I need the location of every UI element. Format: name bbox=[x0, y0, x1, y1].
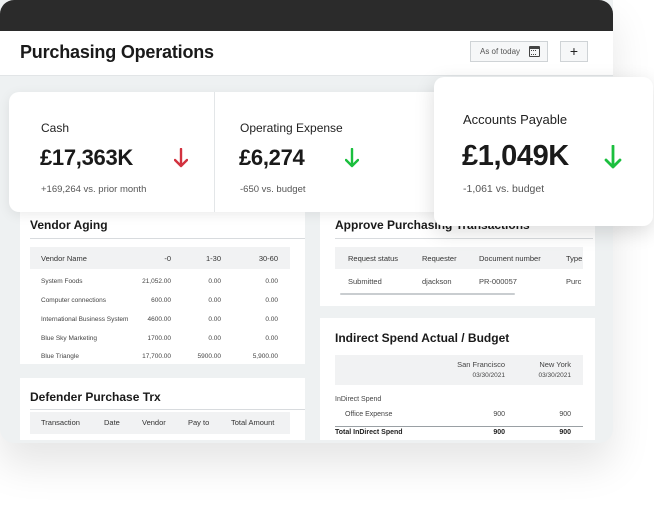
cell: 0.00 bbox=[208, 316, 221, 323]
column-header[interactable]: Pay to bbox=[188, 418, 210, 427]
column-header[interactable]: Type bbox=[566, 254, 583, 263]
column-header[interactable]: Total Amount bbox=[231, 418, 275, 427]
column-header[interactable]: Vendor bbox=[142, 418, 166, 427]
column-date: 03/30/2021 bbox=[472, 372, 505, 379]
kpi-accounts-payable-card[interactable] bbox=[434, 77, 653, 226]
cell: 21,052.00 bbox=[142, 278, 171, 285]
kpi-value: £1,049K bbox=[462, 140, 569, 172]
date-filter-button[interactable]: As of today bbox=[470, 41, 548, 62]
cell: 900 bbox=[493, 411, 505, 418]
document-number[interactable]: PR-000057 bbox=[479, 277, 517, 286]
vendor-aging-header bbox=[30, 247, 290, 269]
cell: 17,700.00 bbox=[142, 353, 171, 360]
vendor-name: Blue Triangle bbox=[41, 353, 79, 360]
arrow-down-icon bbox=[174, 148, 188, 168]
column-header[interactable]: Requester bbox=[422, 254, 457, 263]
cell: 4600.00 bbox=[147, 316, 172, 323]
indirect-spend-title: Indirect Spend Actual / Budget bbox=[335, 331, 510, 345]
kpi-value: £17,363K bbox=[40, 145, 134, 170]
cell: 5,900.00 bbox=[252, 353, 278, 360]
row-label: Office Expense bbox=[345, 411, 393, 418]
cell: 0.00 bbox=[265, 335, 278, 342]
kpi-label: Accounts Payable bbox=[463, 112, 568, 127]
requester: djackson bbox=[422, 277, 452, 286]
kpi-label: Operating Expense bbox=[240, 121, 343, 135]
cell: 1700.00 bbox=[147, 335, 172, 342]
cell: 5900.00 bbox=[197, 353, 222, 360]
vendor-aging-panel bbox=[20, 206, 305, 364]
vendor-name: International Business System bbox=[41, 316, 129, 323]
cell: 900 bbox=[559, 411, 571, 418]
cell: 0.00 bbox=[265, 278, 278, 285]
cell: 0.00 bbox=[208, 278, 221, 285]
page-title: Purchasing Operations bbox=[20, 42, 214, 62]
date-filter-label: As of today bbox=[480, 47, 521, 56]
cell: 0.00 bbox=[265, 297, 278, 304]
indirect-header bbox=[335, 355, 583, 385]
cell: 0.00 bbox=[265, 316, 278, 323]
divider bbox=[30, 409, 305, 410]
kpi-divider bbox=[214, 92, 215, 212]
kpi-sub: +169,264 vs. prior month bbox=[41, 184, 147, 195]
window-titlebar bbox=[0, 0, 613, 31]
kpi-sub: -650 vs. budget bbox=[240, 184, 306, 195]
vendor-aging-title: Vendor Aging bbox=[30, 218, 108, 232]
approve-header bbox=[335, 247, 583, 269]
horizontal-scrollbar[interactable] bbox=[340, 293, 515, 295]
divider bbox=[30, 238, 305, 239]
arrow-down-icon bbox=[604, 145, 622, 169]
group-label: InDirect Spend bbox=[335, 396, 382, 403]
kpi-strip bbox=[9, 92, 449, 212]
cell: 0.00 bbox=[208, 297, 221, 304]
kpi-value: £6,274 bbox=[239, 145, 305, 170]
kpi-sub: -1,061 vs. budget bbox=[463, 183, 545, 195]
add-button[interactable]: + bbox=[560, 41, 588, 62]
total-cell: 900 bbox=[493, 429, 505, 436]
column-header[interactable]: 30-60 bbox=[258, 254, 278, 263]
vendor-name: Computer connections bbox=[41, 297, 107, 304]
defender-purchase-title: Defender Purchase Trx bbox=[30, 390, 161, 404]
column-header[interactable]: Document number bbox=[479, 254, 541, 263]
total-label: Total InDirect Spend bbox=[335, 429, 403, 436]
kpi-label: Cash bbox=[41, 121, 70, 135]
column-header[interactable]: Date bbox=[104, 418, 120, 427]
column-city: New York bbox=[539, 360, 571, 369]
arrow-down-icon bbox=[345, 148, 359, 168]
column-date: 03/30/2021 bbox=[538, 372, 571, 379]
column-header[interactable]: Request status bbox=[348, 254, 399, 263]
type: Purc bbox=[566, 277, 582, 286]
column-header[interactable]: Vendor Name bbox=[41, 254, 87, 263]
cell: 600.00 bbox=[151, 297, 171, 304]
defender-header bbox=[30, 412, 290, 434]
request-status: Submitted bbox=[348, 277, 382, 286]
vendor-name: System Foods bbox=[41, 278, 83, 285]
cell: 0.00 bbox=[208, 335, 221, 342]
column-city: San Francisco bbox=[457, 360, 505, 369]
divider bbox=[335, 238, 593, 239]
total-cell: 900 bbox=[559, 429, 571, 436]
calendar-icon bbox=[529, 46, 540, 57]
divider bbox=[335, 426, 583, 427]
vendor-name: Blue Sky Marketing bbox=[41, 335, 97, 342]
column-header[interactable]: 1-30 bbox=[205, 254, 221, 263]
column-header[interactable]: Transaction bbox=[41, 418, 80, 427]
column-header[interactable]: -0 bbox=[164, 254, 171, 263]
